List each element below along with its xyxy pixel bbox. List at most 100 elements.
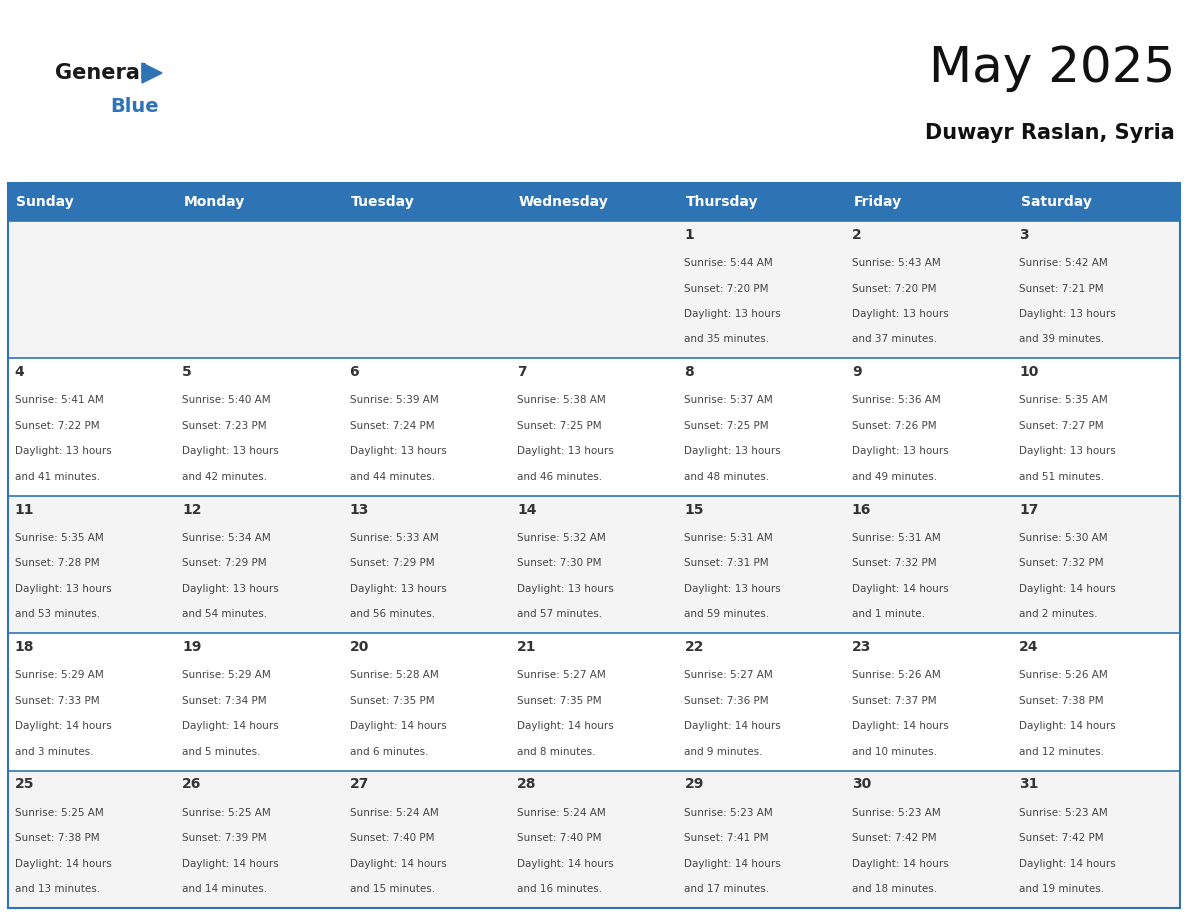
Bar [343, 633, 511, 770]
Text: Sunset: 7:42 PM: Sunset: 7:42 PM [1019, 834, 1104, 843]
Text: Daylight: 14 hours: Daylight: 14 hours [852, 858, 948, 868]
Text: and 15 minutes.: and 15 minutes. [349, 884, 435, 894]
Text: Sunset: 7:35 PM: Sunset: 7:35 PM [517, 696, 601, 706]
Text: 1: 1 [684, 228, 694, 241]
Bar [343, 770, 511, 908]
Text: and 14 minutes.: and 14 minutes. [182, 884, 267, 894]
Text: Sunset: 7:26 PM: Sunset: 7:26 PM [852, 421, 936, 431]
Text: Thursday: Thursday [687, 195, 759, 209]
Text: and 42 minutes.: and 42 minutes. [182, 472, 267, 482]
Bar [511, 183, 677, 221]
Bar [511, 770, 677, 908]
Text: Sunset: 7:39 PM: Sunset: 7:39 PM [182, 834, 267, 843]
Text: 30: 30 [852, 778, 871, 791]
Text: Sunset: 7:42 PM: Sunset: 7:42 PM [852, 834, 936, 843]
Bar [511, 496, 677, 633]
Text: Sunrise: 5:43 AM: Sunrise: 5:43 AM [852, 258, 941, 268]
Text: 28: 28 [517, 778, 537, 791]
Bar [677, 183, 845, 221]
Text: and 48 minutes.: and 48 minutes. [684, 472, 770, 482]
Bar [1012, 496, 1180, 633]
Text: 15: 15 [684, 503, 704, 517]
Text: Sunrise: 5:23 AM: Sunrise: 5:23 AM [1019, 808, 1108, 818]
Text: Sunset: 7:36 PM: Sunset: 7:36 PM [684, 696, 769, 706]
Bar [1012, 183, 1180, 221]
Text: and 18 minutes.: and 18 minutes. [852, 884, 937, 894]
Bar [1012, 770, 1180, 908]
Text: Sunrise: 5:44 AM: Sunrise: 5:44 AM [684, 258, 773, 268]
Text: Wednesday: Wednesday [519, 195, 608, 209]
Text: Sunrise: 5:38 AM: Sunrise: 5:38 AM [517, 396, 606, 406]
Bar [343, 221, 511, 358]
Polygon shape [143, 63, 162, 83]
Text: and 9 minutes.: and 9 minutes. [684, 746, 763, 756]
Bar [343, 358, 511, 496]
Bar [1012, 221, 1180, 358]
Text: and 51 minutes.: and 51 minutes. [1019, 472, 1105, 482]
Text: 4: 4 [14, 365, 25, 379]
Text: Daylight: 14 hours: Daylight: 14 hours [1019, 722, 1116, 731]
Text: Daylight: 14 hours: Daylight: 14 hours [684, 722, 782, 731]
Text: and 5 minutes.: and 5 minutes. [182, 746, 260, 756]
Bar [8, 496, 176, 633]
Text: Sunrise: 5:24 AM: Sunrise: 5:24 AM [349, 808, 438, 818]
Text: and 16 minutes.: and 16 minutes. [517, 884, 602, 894]
Text: and 37 minutes.: and 37 minutes. [852, 334, 937, 344]
Bar [176, 221, 343, 358]
Bar [1012, 358, 1180, 496]
Bar [176, 183, 343, 221]
Bar [845, 770, 1012, 908]
Text: Sunrise: 5:31 AM: Sunrise: 5:31 AM [684, 532, 773, 543]
Bar [845, 633, 1012, 770]
Text: Sunset: 7:41 PM: Sunset: 7:41 PM [684, 834, 769, 843]
Text: Daylight: 14 hours: Daylight: 14 hours [1019, 584, 1116, 594]
Text: and 41 minutes.: and 41 minutes. [14, 472, 100, 482]
Text: Sunset: 7:28 PM: Sunset: 7:28 PM [14, 558, 100, 568]
Text: 14: 14 [517, 503, 537, 517]
Bar [176, 358, 343, 496]
Text: Sunrise: 5:41 AM: Sunrise: 5:41 AM [14, 396, 103, 406]
Text: Sunrise: 5:32 AM: Sunrise: 5:32 AM [517, 532, 606, 543]
Text: General: General [55, 63, 147, 83]
Text: 13: 13 [349, 503, 369, 517]
Text: Blue: Blue [110, 96, 159, 116]
Text: and 17 minutes.: and 17 minutes. [684, 884, 770, 894]
Text: Daylight: 14 hours: Daylight: 14 hours [852, 584, 948, 594]
Text: Sunset: 7:34 PM: Sunset: 7:34 PM [182, 696, 267, 706]
Text: Sunset: 7:40 PM: Sunset: 7:40 PM [349, 834, 434, 843]
Text: Sunset: 7:20 PM: Sunset: 7:20 PM [684, 284, 769, 294]
Text: and 56 minutes.: and 56 minutes. [349, 610, 435, 619]
Text: 3: 3 [1019, 228, 1029, 241]
Text: Sunrise: 5:29 AM: Sunrise: 5:29 AM [14, 670, 103, 680]
Text: Sunset: 7:30 PM: Sunset: 7:30 PM [517, 558, 601, 568]
Text: Daylight: 13 hours: Daylight: 13 hours [1019, 309, 1116, 319]
Text: 29: 29 [684, 778, 703, 791]
Text: Daylight: 14 hours: Daylight: 14 hours [182, 858, 279, 868]
Text: and 44 minutes.: and 44 minutes. [349, 472, 435, 482]
Text: Daylight: 14 hours: Daylight: 14 hours [14, 722, 112, 731]
Bar [511, 633, 677, 770]
Text: Sunset: 7:22 PM: Sunset: 7:22 PM [14, 421, 100, 431]
Text: Daylight: 14 hours: Daylight: 14 hours [852, 722, 948, 731]
Bar [176, 770, 343, 908]
Text: Sunrise: 5:25 AM: Sunrise: 5:25 AM [14, 808, 103, 818]
Text: Daylight: 13 hours: Daylight: 13 hours [684, 446, 782, 456]
Bar [8, 183, 176, 221]
Text: Daylight: 13 hours: Daylight: 13 hours [182, 446, 279, 456]
Bar [8, 221, 176, 358]
Text: Sunset: 7:33 PM: Sunset: 7:33 PM [14, 696, 100, 706]
Text: Tuesday: Tuesday [352, 195, 415, 209]
Text: and 19 minutes.: and 19 minutes. [1019, 884, 1105, 894]
Text: Monday: Monday [184, 195, 245, 209]
Text: 17: 17 [1019, 503, 1038, 517]
Bar [176, 496, 343, 633]
Text: Sunrise: 5:40 AM: Sunrise: 5:40 AM [182, 396, 271, 406]
Text: Friday: Friday [853, 195, 902, 209]
Text: and 10 minutes.: and 10 minutes. [852, 746, 937, 756]
Text: and 35 minutes.: and 35 minutes. [684, 334, 770, 344]
Text: Sunrise: 5:23 AM: Sunrise: 5:23 AM [852, 808, 941, 818]
Text: Daylight: 14 hours: Daylight: 14 hours [182, 722, 279, 731]
Text: 18: 18 [14, 640, 34, 654]
Text: and 8 minutes.: and 8 minutes. [517, 746, 595, 756]
Bar [677, 358, 845, 496]
